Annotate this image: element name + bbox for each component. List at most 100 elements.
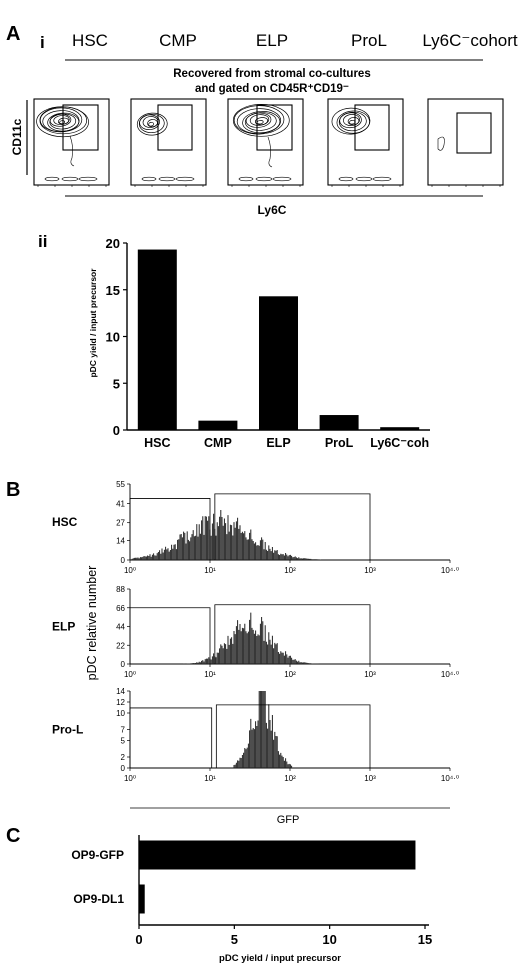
c-x-axis-label: pDC yield / input precursor bbox=[219, 953, 341, 964]
population-label-prol: ProL bbox=[351, 31, 387, 50]
population-label-elp: ELP bbox=[256, 31, 288, 50]
histogram-bars-pro-l bbox=[233, 691, 293, 768]
b-x-tick-label-elp: 10³ bbox=[364, 670, 376, 679]
a-ii-y-tick-label: 5 bbox=[113, 376, 120, 391]
c-x-tick-label: 10 bbox=[322, 932, 336, 947]
panel-label-b: B bbox=[6, 479, 20, 501]
b-series-label-elp: ELP bbox=[52, 620, 75, 634]
b-x-tick-label-elp: 10⁴·⁰ bbox=[441, 670, 459, 679]
contour-line-cmp bbox=[138, 113, 165, 134]
contour-line-prol bbox=[349, 119, 356, 125]
b-y-tick-label-pro-l: 0 bbox=[121, 764, 126, 773]
a-ii-y-tick-label: 10 bbox=[106, 330, 120, 345]
contour-baseline-hsc bbox=[44, 176, 60, 182]
flow-plot-cmp bbox=[130, 98, 207, 187]
b-x-tick-label-hsc: 10³ bbox=[364, 566, 376, 575]
b-y-tick-label-elp: 22 bbox=[116, 641, 125, 650]
contour-line-prol bbox=[331, 107, 371, 135]
contour-line-elp bbox=[242, 111, 281, 134]
b-x-axis-label: GFP bbox=[277, 814, 300, 826]
contour-line-cmp bbox=[136, 112, 168, 136]
c-y-tick-label-op9-dl1: OP9-DL1 bbox=[73, 892, 124, 906]
bar-hsc bbox=[137, 249, 177, 430]
panel-a-subtitle-line2: and gated on CD45R⁺CD19⁻ bbox=[195, 83, 349, 95]
b-y-axis-label: pDC relative number bbox=[85, 566, 99, 681]
gate-box-cmp bbox=[157, 104, 193, 151]
gate-box-hsc bbox=[62, 104, 99, 151]
panel-label-a-i: i bbox=[40, 33, 45, 52]
contour-baseline-prol bbox=[355, 176, 373, 182]
b-y-tick-label-elp: 88 bbox=[116, 585, 125, 594]
contour-baseline-hsc bbox=[61, 176, 79, 182]
contour-line-hsc bbox=[53, 115, 70, 125]
ly6c-axis-label: Ly6C bbox=[258, 203, 287, 217]
histogram-bars-hsc bbox=[131, 510, 321, 560]
bar-ly6c-coh bbox=[380, 427, 420, 430]
contour-baseline-hsc bbox=[78, 176, 98, 182]
gate-marker-pro-l-1 bbox=[129, 707, 213, 768]
bar-op9-dl1 bbox=[139, 884, 145, 914]
gate-marker-pro-l-2 bbox=[215, 704, 371, 768]
b-x-tick-label-hsc: 10¹ bbox=[204, 566, 216, 575]
a-ii-y-axis-label: pDC yield / input precursor bbox=[88, 268, 98, 378]
a-ii-x-tick-label-ly6c-coh: Ly6C⁻coh bbox=[370, 436, 429, 450]
flow-plot-elp bbox=[227, 98, 304, 187]
b-y-tick-label-pro-l: 10 bbox=[116, 709, 125, 718]
flow-plot-ly6c-cohort bbox=[427, 98, 504, 187]
b-y-tick-label-pro-l: 2 bbox=[121, 753, 126, 762]
flow-plot-hsc bbox=[33, 98, 110, 187]
contour-line-elp bbox=[232, 103, 290, 137]
a-ii-y-tick-label: 15 bbox=[106, 283, 120, 298]
contour-line-elp bbox=[256, 120, 264, 125]
bar-prol bbox=[319, 415, 359, 430]
b-x-tick-label-hsc: 10⁰ bbox=[124, 566, 136, 575]
gate-marker-elp-2 bbox=[214, 604, 371, 664]
b-y-tick-label-pro-l: 12 bbox=[116, 698, 125, 707]
flow-plot-frame-ly6c-cohort bbox=[427, 98, 504, 186]
b-y-tick-label-hsc: 55 bbox=[116, 480, 125, 489]
contour-line-hsc bbox=[59, 120, 66, 125]
contour-line-prol bbox=[343, 114, 360, 126]
b-x-tick-label-pro-l: 10⁰ bbox=[124, 774, 136, 783]
b-y-tick-label-pro-l: 5 bbox=[121, 737, 126, 746]
panel-label-c: C bbox=[6, 825, 20, 847]
b-x-tick-label-hsc: 10⁴·⁰ bbox=[441, 566, 459, 575]
b-x-tick-label-hsc: 10² bbox=[284, 566, 296, 575]
a-ii-x-tick-label-hsc: HSC bbox=[144, 436, 170, 450]
contour-tail-elp bbox=[267, 136, 273, 168]
contour-line-ly6c-cohort bbox=[437, 136, 445, 151]
contour-baseline-cmp bbox=[141, 176, 157, 182]
contour-baseline-elp bbox=[272, 176, 292, 182]
contour-line-prol bbox=[347, 117, 360, 126]
population-label-hsc: HSC bbox=[72, 31, 108, 50]
a-ii-y-tick-label: 0 bbox=[113, 423, 120, 438]
panel-label-a: A bbox=[6, 23, 20, 45]
b-y-tick-label-pro-l: 7 bbox=[121, 726, 126, 735]
b-y-tick-label-hsc: 14 bbox=[116, 537, 125, 546]
b-y-tick-label-elp: 0 bbox=[121, 660, 126, 669]
contour-baseline-prol bbox=[338, 176, 354, 182]
c-x-tick-label: 5 bbox=[231, 932, 238, 947]
gate-marker-hsc-2 bbox=[214, 493, 371, 560]
c-y-tick-label-op9-gfp: OP9-GFP bbox=[71, 848, 124, 862]
contour-line-elp bbox=[244, 112, 277, 131]
contour-baseline-elp bbox=[255, 176, 273, 182]
contour-line-hsc bbox=[39, 107, 83, 133]
b-x-tick-label-pro-l: 10² bbox=[284, 774, 296, 783]
contour-baseline-cmp bbox=[158, 176, 176, 182]
b-y-tick-label-hsc: 27 bbox=[116, 519, 125, 528]
contour-tail-hsc bbox=[69, 135, 75, 167]
bar-elp bbox=[259, 296, 298, 430]
bar-cmp bbox=[198, 420, 238, 430]
b-y-tick-label-elp: 66 bbox=[116, 604, 125, 613]
contour-line-elp bbox=[249, 114, 270, 126]
gate-marker-hsc-1 bbox=[129, 498, 211, 560]
gate-box-prol bbox=[354, 104, 390, 151]
a-ii-x-tick-label-prol: ProL bbox=[325, 436, 354, 450]
contour-line-prol bbox=[336, 110, 370, 134]
b-y-tick-label-hsc: 0 bbox=[121, 556, 126, 565]
histogram-bars-elp bbox=[183, 612, 319, 664]
panel-a-subtitle-line1: Recovered from stromal co-cultures bbox=[173, 68, 370, 80]
flow-plot-frame-elp bbox=[227, 98, 304, 186]
